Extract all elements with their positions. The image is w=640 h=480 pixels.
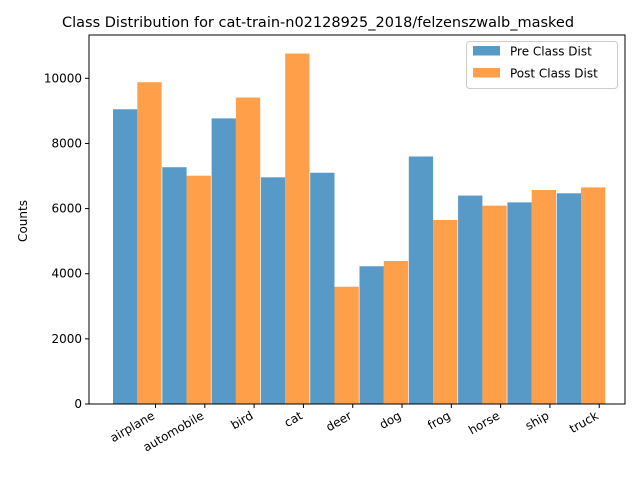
y-tick-label: 0 <box>74 397 82 411</box>
y-tick-label: 4000 <box>51 267 82 281</box>
bar-pre-ship <box>507 202 532 404</box>
bar-post-ship <box>531 190 556 404</box>
bar-pre-frog <box>408 156 434 404</box>
chart-title: Class Distribution for cat-train-n021289… <box>62 15 574 31</box>
x-tick-label: cat <box>282 408 305 430</box>
x-tick-label: frog <box>425 408 453 432</box>
y-tick-label: 10000 <box>44 71 82 85</box>
bar-post-deer <box>334 286 359 404</box>
y-tick-label: 8000 <box>51 136 82 150</box>
plot-frame <box>88 34 626 405</box>
bar-pre-airplane <box>113 109 138 404</box>
y-axis-label: Counts <box>16 200 30 242</box>
y-tick-label: 6000 <box>51 202 82 216</box>
legend-box <box>466 41 618 89</box>
bar-post-cat <box>285 53 310 405</box>
x-tick-label: horse <box>466 408 502 437</box>
bar-pre-cat <box>260 177 286 404</box>
bar-pre-truck <box>556 193 581 404</box>
bar-pre-dog <box>359 266 384 404</box>
legend: Pre Class Dist Post Class Dist <box>466 41 618 89</box>
legend-label: Pre Class Dist <box>510 45 592 59</box>
bar-post-airplane <box>137 82 162 404</box>
legend-label: Post Class Dist <box>510 67 598 81</box>
x-tick-label: bird <box>228 408 255 432</box>
x-tick-label: ship <box>523 408 551 433</box>
bar-pre-bird <box>211 118 236 404</box>
bar-pre-horse <box>458 195 483 404</box>
bar-post-horse <box>482 205 507 404</box>
x-tick-label: dog <box>377 408 404 431</box>
bar-post-bird <box>235 97 261 404</box>
x-tick-label: truck <box>567 408 601 436</box>
x-tick-label: deer <box>324 408 355 434</box>
y-tick-label: 2000 <box>51 332 82 346</box>
bar-post-dog <box>383 261 409 404</box>
bar-post-automobile <box>186 175 211 404</box>
bar-pre-automobile <box>162 167 187 404</box>
bars-group <box>113 53 606 405</box>
legend-swatch <box>473 68 500 78</box>
bar-post-truck <box>581 187 606 404</box>
legend-swatch <box>473 46 500 56</box>
bar-post-frog <box>433 219 458 404</box>
bar-pre-deer <box>310 172 335 404</box>
